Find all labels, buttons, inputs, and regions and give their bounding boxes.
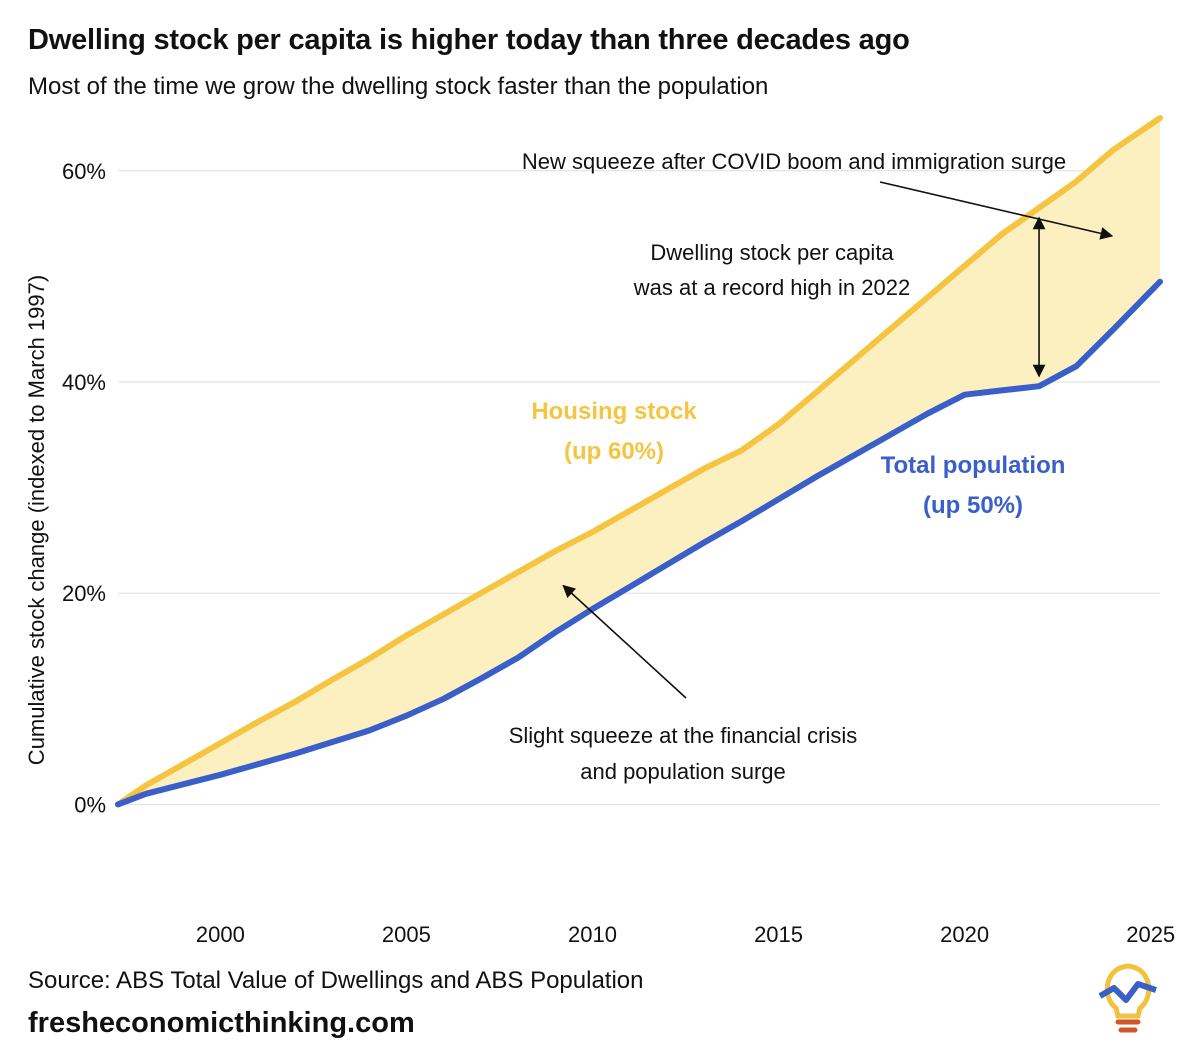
chart-title: Dwelling stock per capita is higher toda… [28,24,910,56]
annotation-text: and population surge [580,759,786,784]
y-tick-label: 60% [62,159,106,184]
annotation-text: Dwelling stock per capita [650,240,894,265]
x-tick-label: 2025 [1126,922,1175,947]
y-tick-label: 0% [74,792,106,817]
lightbulb-icon [1098,963,1157,1033]
annotation-arrow [879,181,1114,240]
x-tick-label: 2010 [568,922,617,947]
chart: 0% 20% 40% 60% 2000 2005 2010 2015 2020 2025 Cum… [24,115,1175,947]
brand-url: fresheconomicthinking.com [28,1007,415,1039]
annotation-text: was at a record high in 2022 [633,275,910,300]
housing-stock-label: (up 60%) [564,438,664,465]
total-population-label: Total population [881,452,1066,479]
chart-subtitle: Most of the time we grow the dwelling st… [28,73,769,100]
housing-stock-line [115,115,1163,808]
y-tick-label: 40% [62,370,106,395]
total-population-label: (up 50%) [923,492,1023,519]
housing-stock-label: Housing stock [531,398,697,425]
x-tick-label: 2015 [754,922,803,947]
total-population-line [115,278,1163,808]
y-axis-label: Cumulative stock change (indexed to Marc… [24,275,49,765]
source-note: Source: ABS Total Value of Dwellings and… [28,967,644,994]
x-tick-label: 2020 [940,922,989,947]
annotation-arrow [562,584,687,699]
annotation-text: Slight squeeze at the financial crisis [509,723,858,748]
x-tick-label: 2000 [196,922,245,947]
annotation-text: New squeeze after COVID boom and immigra… [522,149,1066,174]
x-tick-label: 2005 [382,922,431,947]
y-tick-label: 20% [62,581,106,606]
